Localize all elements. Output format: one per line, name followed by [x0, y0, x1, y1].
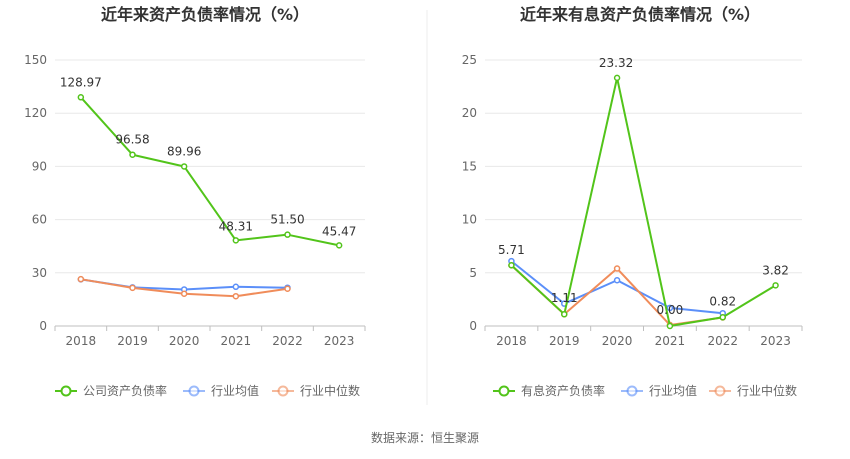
chart-title: 近年来资产负债率情况（%） — [101, 5, 309, 24]
data-label: 51.50 — [270, 213, 304, 227]
data-point — [180, 163, 188, 170]
data-label: 3.82 — [762, 263, 789, 277]
data-point — [77, 275, 85, 283]
x-tick-label: 2019 — [549, 334, 580, 348]
y-tick-label: 10 — [462, 213, 477, 227]
debt-ratio-chart: 近年来资产负债率情况（%） 0 30 60 90 120 150 2018 2019 2020 20… — [24, 5, 366, 398]
x-tick-label: 2023 — [760, 334, 791, 348]
x-tick-label: 2021 — [221, 334, 252, 348]
data-point — [232, 237, 240, 244]
legend-marker-icon — [626, 385, 638, 397]
data-point — [284, 285, 291, 293]
x-tick-label: 2023 — [324, 334, 355, 348]
y-tick-label: 90 — [32, 159, 47, 173]
data-label: 45.47 — [322, 224, 356, 238]
legend-label: 公司资产负债率 — [83, 383, 167, 398]
legend-marker-icon — [714, 385, 726, 397]
legend-item[interactable]: 公司资产负债率 — [55, 383, 167, 398]
series-line — [80, 96, 340, 247]
y-tick-label: 30 — [32, 266, 47, 280]
y-tick-label: 60 — [32, 213, 47, 227]
y-tick-label: 120 — [24, 106, 47, 120]
data-point — [719, 314, 726, 321]
data-label: 23.32 — [599, 56, 633, 70]
legend-label: 有息资产负债率 — [521, 383, 605, 398]
data-point — [335, 242, 343, 249]
legend-item[interactable]: 行业均值 — [183, 383, 259, 398]
legend-label: 行业均值 — [649, 383, 697, 398]
y-tick-label: 20 — [462, 106, 477, 120]
data-point — [613, 265, 621, 272]
data-point — [561, 310, 568, 318]
data-label: 1.11 — [551, 291, 578, 305]
data-point — [508, 261, 515, 269]
series-line — [510, 76, 777, 327]
data-point — [666, 304, 674, 312]
legend-item[interactable]: 有息资产负债率 — [493, 383, 605, 398]
data-point — [284, 231, 291, 238]
x-tick-label: 2020 — [169, 334, 200, 348]
x-tick-label: 2021 — [655, 334, 686, 348]
data-label: 128.97 — [60, 75, 102, 89]
legend-item[interactable]: 行业均值 — [621, 383, 697, 398]
data-point — [613, 74, 621, 82]
data-point — [232, 292, 240, 300]
legend-item[interactable]: 行业中位数 — [709, 383, 797, 398]
data-point — [180, 290, 188, 297]
legend-marker-icon — [60, 385, 72, 397]
y-tick-label: 5 — [469, 266, 477, 280]
data-label: 96.58 — [115, 133, 149, 147]
data-label: 89.96 — [167, 144, 201, 158]
legend-marker-icon — [498, 385, 510, 397]
data-label: 5.71 — [498, 243, 525, 257]
x-tick-label: 2022 — [707, 334, 738, 348]
data-point — [613, 276, 621, 284]
legend-marker-icon — [277, 385, 289, 397]
data-point — [129, 284, 136, 292]
interest-debt-ratio-chart: 近年来有息资产负债率情况（%） 0 5 10 15 20 25 2018 2019 2020 202… — [462, 5, 803, 398]
x-tick-label: 2018 — [66, 334, 97, 348]
y-tick-label: 0 — [469, 319, 477, 333]
x-tick-label: 2020 — [602, 334, 633, 348]
data-label: 48.31 — [219, 219, 253, 233]
y-tick-label: 25 — [462, 53, 477, 67]
x-tick-label: 2022 — [272, 334, 303, 348]
x-tick-label: 2019 — [117, 334, 148, 348]
legend-label: 行业中位数 — [737, 383, 797, 398]
data-label: 0.82 — [709, 294, 736, 308]
data-point — [772, 282, 779, 289]
data-point — [77, 94, 85, 101]
data-label: 0.00 — [657, 303, 684, 317]
y-tick-label: 15 — [462, 159, 477, 173]
data-point — [666, 322, 674, 330]
y-tick-label: 150 — [24, 53, 47, 67]
legend-label: 行业中位数 — [300, 383, 360, 398]
y-tick-label: 0 — [39, 319, 47, 333]
chart-title: 近年来有息资产负债率情况（%） — [520, 5, 760, 24]
data-point — [129, 151, 136, 158]
legend-label: 行业均值 — [211, 383, 259, 398]
data-point — [232, 283, 240, 291]
legend-item[interactable]: 行业中位数 — [272, 383, 360, 398]
x-tick-label: 2018 — [496, 334, 527, 348]
data-source-label: 数据来源：恒生聚源 — [371, 430, 479, 445]
legend-marker-icon — [188, 385, 200, 397]
